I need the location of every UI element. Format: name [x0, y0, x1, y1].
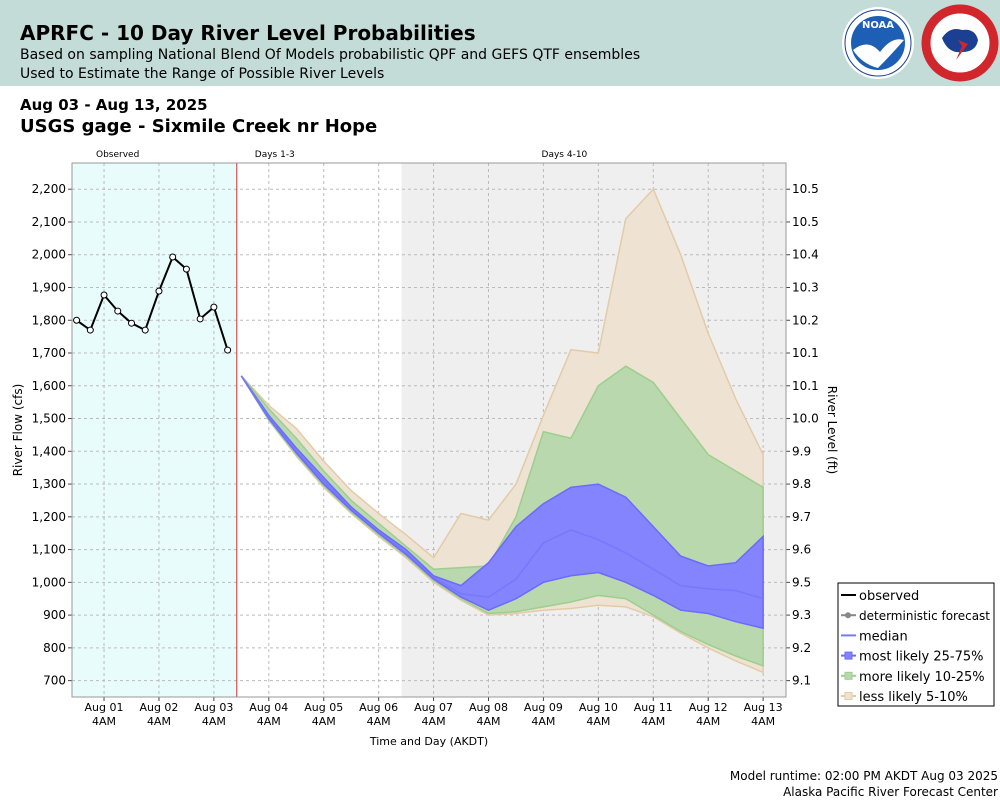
x-tick-label: Aug 05 4AM — [304, 701, 344, 728]
series-marker — [155, 287, 163, 295]
x-tick-label: Aug 04 4AM — [249, 701, 289, 728]
y-tick-label: 1,000 — [32, 575, 66, 589]
region — [72, 163, 237, 697]
x-tick-label: Aug 10 4AM — [578, 701, 618, 728]
y-tick-label: 900 — [43, 608, 66, 622]
y-tick-label: 1,500 — [32, 412, 66, 426]
legend-label: most likely 25-75% — [859, 650, 983, 665]
x-tick-label: Aug 12 4AM — [688, 701, 728, 728]
y-tick-label: 1,300 — [32, 477, 66, 491]
series-marker — [141, 326, 149, 334]
footer-text: Model runtime: 02:00 PM AKDT Aug 03 2025 — [730, 769, 998, 783]
x-axis-title: Time and Day (AKDT) — [369, 735, 488, 748]
legend-swatch — [845, 612, 851, 619]
y-tick-label: 1,200 — [32, 510, 66, 524]
legend-label: median — [859, 629, 908, 644]
y-axis-title: River Flow (cfs) — [11, 384, 25, 477]
y2-tick-label: 9.9 — [792, 444, 811, 458]
y-tick-label: 1,700 — [32, 346, 66, 360]
region-label: Days 4-10 — [542, 150, 588, 160]
x-tick-label: Aug 13 4AM — [743, 701, 783, 728]
y-tick-label: 800 — [43, 641, 66, 655]
nws-logo — [921, 4, 999, 82]
series-marker — [210, 303, 218, 311]
region-label: Days 1-3 — [255, 150, 295, 160]
series-marker — [224, 346, 232, 354]
y-tick-label: 1,600 — [32, 379, 66, 393]
logo-text: NOAA — [862, 20, 894, 31]
y2-tick-label: 9.1 — [792, 674, 811, 688]
legend-label: deterministic forecast — [859, 609, 990, 623]
footer-text: Alaska Pacific River Forecast Center — [783, 785, 998, 799]
series-marker — [114, 307, 122, 315]
series-marker — [128, 319, 135, 327]
legend-label: observed — [859, 589, 919, 604]
y2-tick-label: 9.2 — [792, 641, 811, 655]
plot-frame — [71, 162, 787, 698]
subtitle: Used to Estimate the Range of Possible R… — [20, 66, 384, 82]
y2-tick-label: 9.8 — [792, 477, 811, 491]
series-marker — [73, 316, 81, 324]
series-marker — [169, 253, 177, 261]
band — [240, 375, 764, 630]
legend-swatch — [844, 671, 853, 680]
y-tick-label: 2,200 — [32, 182, 66, 196]
legend-box — [837, 582, 995, 707]
x-tick-label: Aug 06 4AM — [359, 701, 399, 728]
y2-tick-label: 10.3 — [792, 280, 819, 294]
y-tick-label: 700 — [43, 674, 66, 688]
x-tick-label: Aug 08 4AM — [469, 701, 508, 728]
x-tick-label: Aug 02 4AM — [139, 701, 179, 728]
region — [236, 163, 402, 697]
y-tick-label: 2,000 — [32, 248, 66, 262]
page-title: APRFC - 10 Day River Level Probabilities — [20, 21, 476, 45]
x-tick-label: Aug 09 4AM — [523, 701, 563, 728]
y2-axis-title: River Level (ft) — [825, 386, 839, 474]
x-tick-label: Aug 03 4AM — [194, 701, 234, 728]
series-marker — [100, 291, 108, 299]
location-title: USGS gage - Sixmile Creek nr Hope — [20, 116, 377, 137]
y2-tick-label: 9.3 — [792, 608, 811, 622]
header-band — [0, 0, 1000, 86]
x-tick-label: Aug 07 4AM — [414, 701, 454, 728]
y2-tick-label: 10.4 — [792, 248, 819, 262]
y-tick-label: 1,900 — [32, 280, 66, 294]
legend-label: more likely 10-25% — [859, 670, 985, 685]
y2-tick-label: 10.5 — [792, 215, 819, 229]
y-tick-label: 1,400 — [32, 444, 66, 458]
y2-tick-label: 9.7 — [792, 510, 811, 524]
series-marker — [196, 315, 204, 323]
x-tick-label: Aug 11 4AM — [633, 701, 673, 728]
x-tick-label: Aug 01 4AM — [84, 701, 124, 728]
subtitle: Based on sampling National Blend Of Mode… — [20, 47, 640, 63]
y2-tick-label: 10.2 — [792, 313, 819, 327]
legend-swatch — [844, 651, 853, 660]
legend-label: less likely 5-10% — [859, 690, 968, 705]
series-line — [240, 375, 764, 600]
y-tick-label: 2,100 — [32, 215, 66, 229]
y2-tick-label: 10.5 — [792, 182, 819, 196]
region-label: Observed — [96, 150, 139, 160]
y2-tick-label: 10.1 — [792, 346, 819, 360]
noaa-logo: NOAA — [842, 7, 914, 79]
legend: observed deterministic forecast median most… — [837, 582, 995, 707]
y2-tick-label: 10.0 — [792, 412, 819, 426]
y2-tick-label: 9.6 — [792, 543, 811, 557]
y2-tick-label: 10.1 — [792, 379, 819, 393]
y-tick-label: 1,800 — [32, 313, 66, 327]
date-range: Aug 03 - Aug 13, 2025 — [20, 96, 208, 114]
series-marker — [86, 326, 94, 334]
legend-swatch — [844, 692, 853, 700]
y2-tick-label: 9.5 — [792, 575, 811, 589]
series-marker — [182, 265, 190, 273]
y-tick-label: 1,100 — [32, 543, 66, 557]
